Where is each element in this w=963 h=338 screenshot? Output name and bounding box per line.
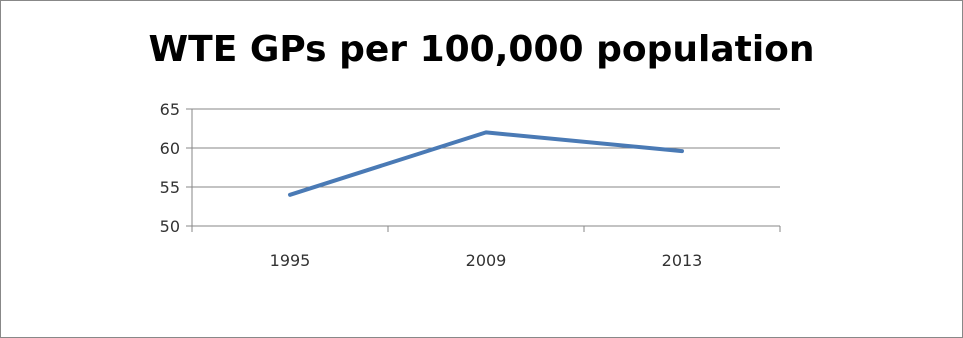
x-tick-label: 2009: [466, 251, 507, 270]
series-line: [288, 130, 684, 197]
y-tick-label: 65: [160, 100, 180, 119]
y-tick-label: 50: [160, 217, 180, 236]
y-tick-label: 55: [160, 178, 180, 197]
chart-title: WTE GPs per 100,000 population: [148, 29, 815, 70]
y-tick-label: 60: [160, 139, 180, 158]
x-tick-label: 1995: [270, 251, 311, 270]
x-tick-label: 2013: [662, 251, 703, 270]
